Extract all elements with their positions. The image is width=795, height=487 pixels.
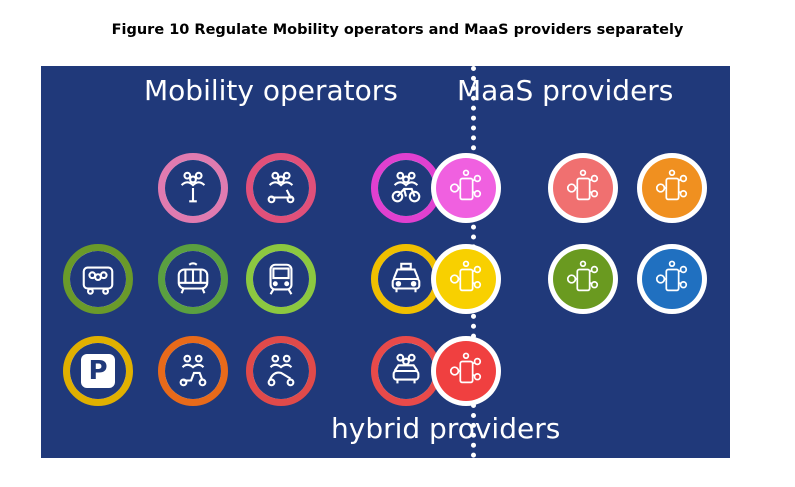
tram-icon [158, 244, 228, 314]
bus-icon [63, 244, 133, 314]
figure-caption: Figure 10 Regulate Mobility operators an… [111, 22, 684, 38]
diagram-panel: Mobility operators MaaS providers hybrid… [41, 66, 730, 458]
metro-train-icon [246, 244, 316, 314]
maas-app-icon-green [548, 244, 618, 314]
shared-bike-icon [371, 153, 441, 223]
hybrid-providers-heading: hybrid providers [331, 412, 561, 445]
maas-app-icon-orange [637, 153, 707, 223]
shared-motorbike-icon [246, 336, 316, 406]
parking-symbol: P [81, 354, 115, 388]
maas-app-icon-red [431, 336, 501, 406]
maas-providers-heading: MaaS providers [457, 74, 674, 107]
parking-icon: P [63, 336, 133, 406]
maas-app-icon-magenta [431, 153, 501, 223]
shared-scooter-icon [158, 153, 228, 223]
maas-app-icon-yellow [431, 244, 501, 314]
maas-app-icon-salmon [548, 153, 618, 223]
shared-kickscooter-icon [246, 153, 316, 223]
maas-app-icon-blue [637, 244, 707, 314]
shared-moped-icon [158, 336, 228, 406]
mobility-operators-heading: Mobility operators [144, 74, 398, 107]
